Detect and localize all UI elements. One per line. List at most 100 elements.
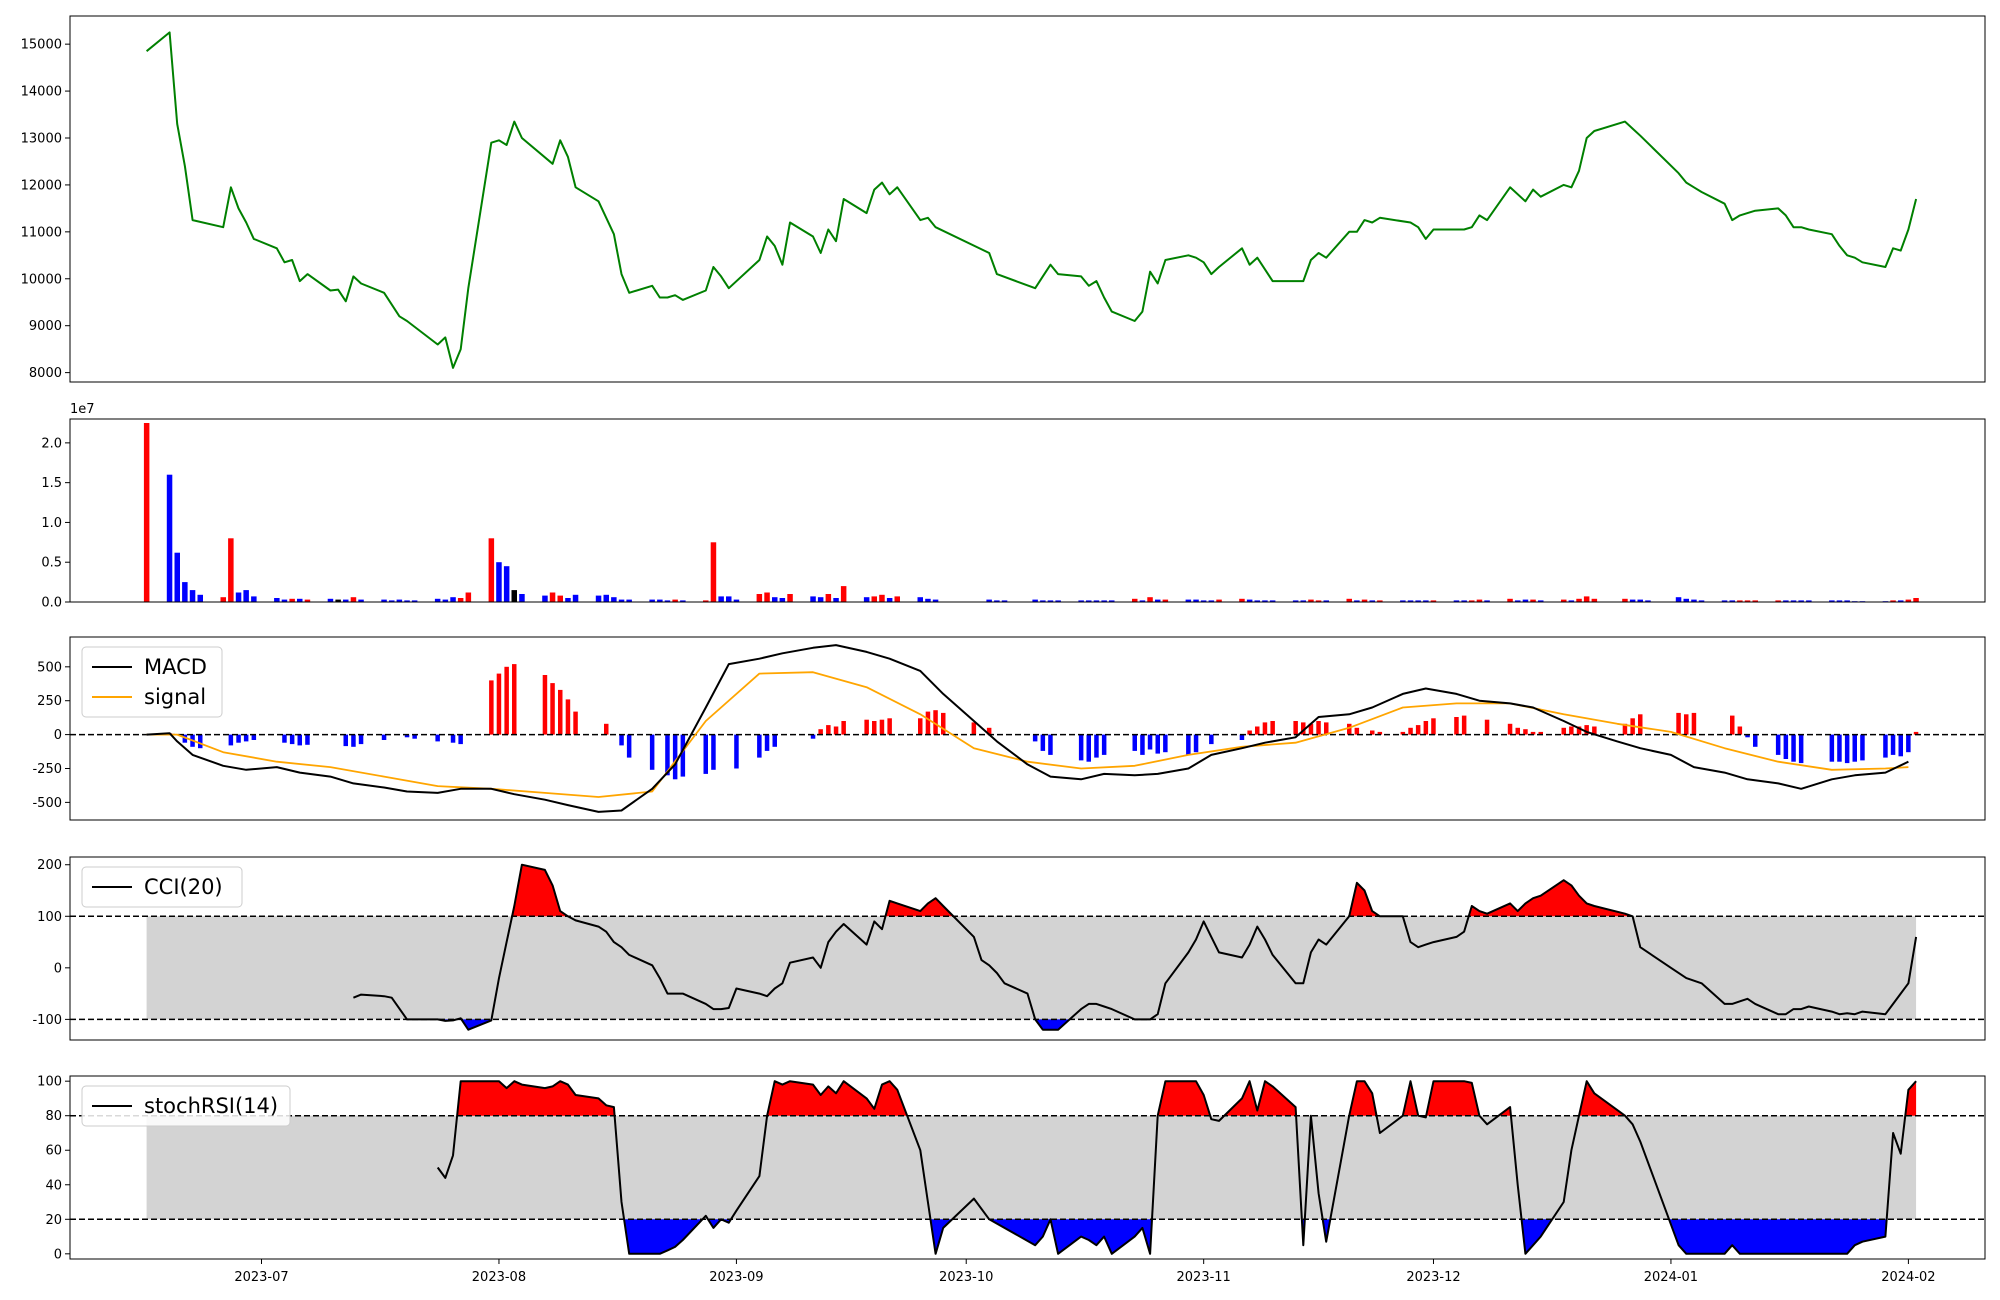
volume-bar [442,599,449,602]
volume-bar [1645,600,1651,602]
macd-histogram-bar [1354,727,1360,735]
stochrsi-ytick-label: 20 [45,1213,62,1228]
volume-bar [503,566,510,602]
volume-bar [703,600,709,602]
macd-histogram-bar [1584,725,1589,735]
macd-histogram-bar [1086,734,1091,762]
macd-histogram-bar [1798,734,1804,764]
macd-ytick-label: 500 [37,660,62,675]
volume-bar [1132,598,1138,602]
macd-histogram-bar [833,726,839,735]
volume-bar [304,599,311,602]
volume-bar [542,595,548,602]
x-tick-label: 2023-09 [709,1270,763,1285]
macd-histogram-bar [1745,734,1750,738]
volume-bar [1300,600,1306,602]
volume-bar [1476,599,1483,602]
macd-histogram-bar [1316,721,1321,735]
volume-bar [1369,600,1375,602]
macd-histogram-bar [435,734,440,742]
macd-histogram-bar [1829,734,1835,762]
price-ytick-label: 15000 [21,38,62,53]
volume-bar [817,597,824,602]
stochrsi-ytick-label: 60 [45,1144,62,1159]
macd-histogram-bar [1530,731,1536,735]
volume-bar [557,595,563,602]
volume-bar [1430,600,1437,602]
volume-bar [465,592,472,602]
price-ytick-label: 10000 [21,272,62,287]
macd-histogram-bar [1592,726,1597,735]
volume-bar [756,594,763,602]
volume-bar [182,582,188,602]
volume-bar [871,596,877,602]
signal-line [146,671,1909,798]
volume-bar [358,599,364,602]
volume-bar [1836,600,1843,602]
macd-histogram-bar [573,711,578,735]
macd-histogram-bar [1270,721,1275,735]
volume-ytick-label: 0.5 [41,556,62,571]
volume-ytick-label: 2.0 [41,436,62,451]
volume-bar [1469,600,1475,602]
stochrsi-ytick-label: 100 [37,1075,62,1090]
x-tick-label: 2023-12 [1406,1270,1460,1285]
price-ytick-label: 12000 [21,178,62,193]
volume-bar [1400,600,1406,602]
volume-bar [1093,600,1100,602]
volume-bar [1683,598,1689,602]
macd-histogram-bar [289,734,295,745]
volume-bar [1055,600,1061,602]
cci-ytick-label: 200 [37,858,62,873]
macd-ytick-label: 250 [37,694,62,709]
volume-bar [1086,600,1092,602]
macd-line [146,644,1909,813]
macd-histogram-bar [941,712,946,735]
macd-histogram-bar [1883,734,1888,758]
volume-bar [1515,600,1521,602]
macd-histogram-bar [1837,734,1842,762]
volume-bar [733,599,740,602]
volume-bar [1561,599,1567,602]
macd-histogram-bar [1684,714,1689,735]
volume-bar [787,594,793,602]
macd-histogram-bar [1515,727,1520,735]
volume-bar [1254,600,1260,602]
macd-panel-frame [69,636,1986,821]
volume-panel-frame [69,418,1986,603]
volume-bar [595,595,602,602]
volume-bar [925,598,931,602]
volume-bar [1721,600,1728,602]
volume-bar [810,596,816,602]
volume-bar [1898,600,1904,602]
macd-histogram-bar [757,734,762,758]
x-tick-label: 2024-01 [1644,1270,1698,1285]
volume-bar [1185,599,1192,602]
volume-bar [1415,600,1421,602]
x-tick-label: 2023-11 [1177,1270,1231,1285]
macd-histogram-bar [1094,734,1099,758]
volume-bar [718,596,724,602]
volume-bar [235,592,242,602]
macd-histogram-bar [512,664,517,735]
volume-ytick-label: 1.0 [41,516,62,531]
stochrsi-ytick-label: 0 [54,1247,62,1262]
macd-histogram-bar [504,666,509,735]
volume-bar [917,597,923,602]
macd-histogram-bar [1730,715,1735,735]
macd-histogram-bar [672,734,678,780]
macd-histogram-bar [305,734,310,745]
volume-bar [649,599,655,602]
x-tick-label: 2023-08 [472,1270,526,1285]
macd-histogram-bar [1155,734,1160,754]
volume-bar [1239,598,1245,602]
macd-histogram-bar [1691,712,1697,735]
volume-bar [1047,600,1054,602]
volume-bar [1629,599,1636,602]
volume-bar [657,599,663,602]
volume-bar [1078,600,1084,602]
volume-scale-label: 1e7 [70,402,95,417]
volume-bar [986,599,992,602]
volume-bar [1752,600,1758,602]
volume-bar [1323,600,1329,602]
